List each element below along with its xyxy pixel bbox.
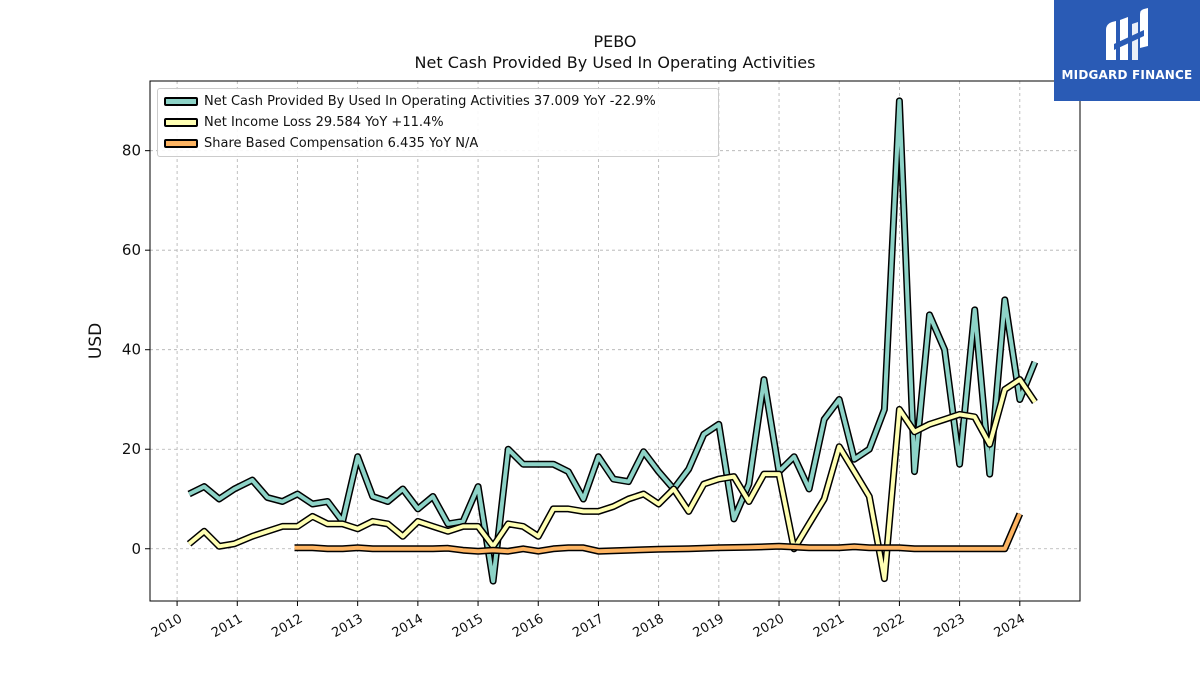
y-tick-label: 0 [131,540,141,558]
x-tick-label: 2010 [149,611,185,641]
series-net-cash-line [188,98,1037,584]
y-axis-label: USD [86,323,106,359]
series-net-cash [187,97,1039,585]
x-tick-label: 2020 [751,611,787,641]
x-tick-label: 2024 [992,611,1028,641]
chart-title: PEBO [593,32,637,51]
plot-frame [149,80,1081,602]
midgard-logo-icon [1106,8,1148,60]
series-share-comp-line [294,513,1022,554]
x-tick-label: 2019 [691,611,727,641]
y-tick-label: 20 [122,440,141,458]
legend: Net Cash Provided By Used In Operating A… [157,88,719,157]
chart-subtitle: Net Cash Provided By Used In Operating A… [414,53,816,72]
midgard-finance-logo: MIDGARD FINANCE [1054,0,1200,101]
series-net-income [186,376,1038,583]
x-tick-label: 2018 [630,611,666,641]
x-tick-label: 2021 [811,611,847,641]
legend-swatch-net-income [164,117,198,127]
legend-label-net-cash: Net Cash Provided By Used In Operating A… [204,93,656,109]
legend-item-net-income: Net Income Loss 29.584 YoY +11.4% [164,113,444,131]
series-layer [186,97,1039,585]
legend-item-net-cash: Net Cash Provided By Used In Operating A… [164,92,656,110]
x-tick-label: 2017 [570,611,606,641]
legend-swatch-net-cash [164,96,198,106]
series-share-comp [294,512,1024,555]
x-tick-label: 2016 [510,611,546,641]
x-tick-label: 2011 [209,611,245,641]
y-tick-label: 80 [122,142,141,160]
x-tick-label: 2012 [269,611,305,641]
y-tick-label: 60 [122,241,141,259]
x-tick-label: 2013 [330,611,366,641]
x-tick-label: 2015 [450,611,486,641]
legend-label-net-income: Net Income Loss 29.584 YoY +11.4% [204,114,444,130]
legend-item-share-comp: Share Based Compensation 6.435 YoY N/A [164,134,478,152]
legend-label-share-comp: Share Based Compensation 6.435 YoY N/A [204,135,479,151]
x-tick-label: 2014 [390,611,426,641]
x-tick-label: 2022 [871,611,907,641]
legend-swatch-share-comp [164,138,198,148]
series-net-income-line [187,377,1037,581]
y-tick-label: 40 [122,341,141,359]
logo-text: MIDGARD FINANCE [1061,68,1193,82]
x-tick-label: 2023 [931,611,967,641]
